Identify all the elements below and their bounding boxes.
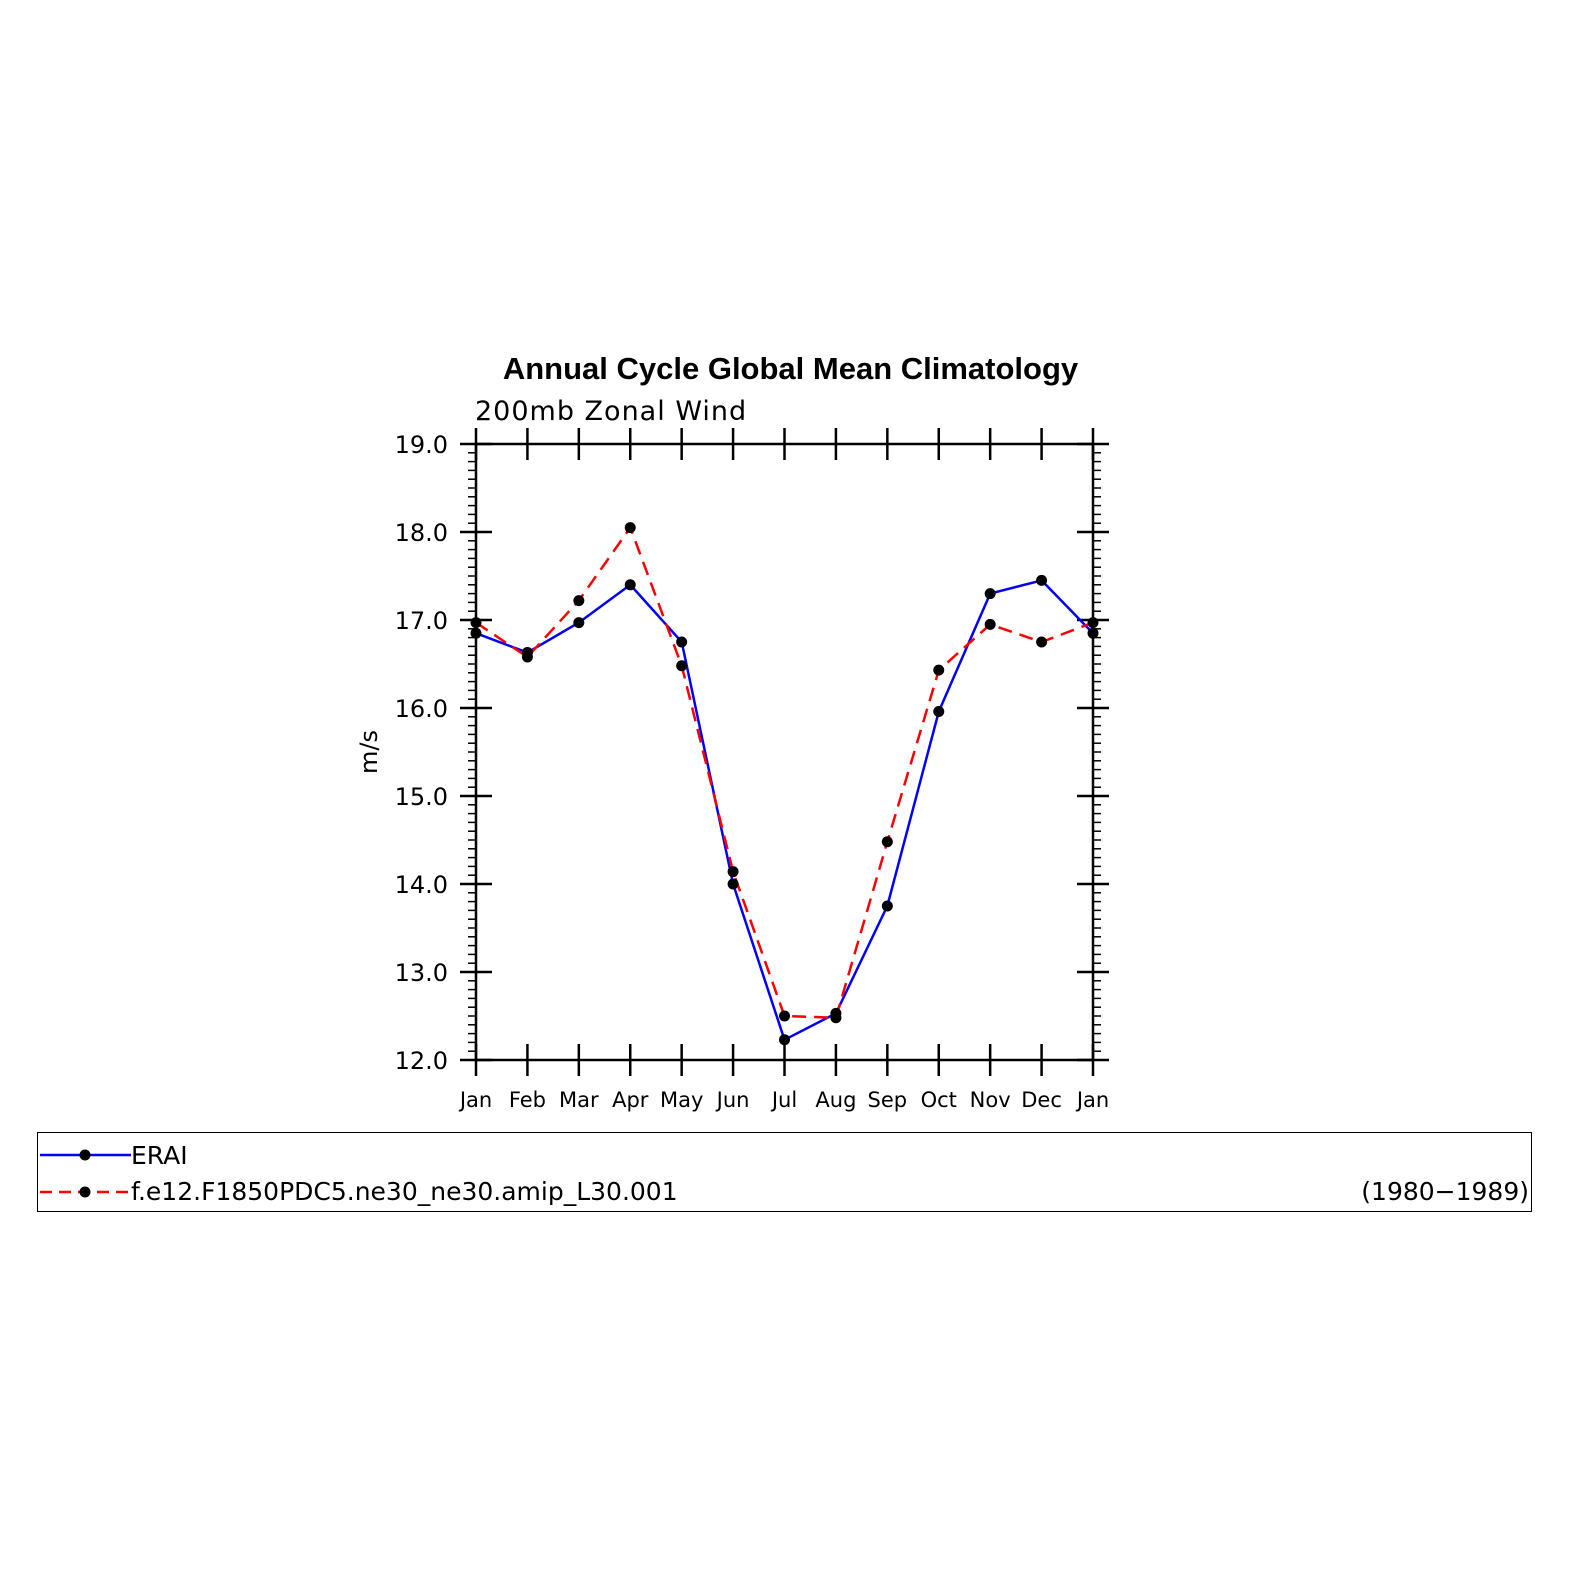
data-point-0-6 xyxy=(779,1034,790,1046)
x-tick-label: Sep xyxy=(868,1088,908,1112)
data-point-1-5 xyxy=(727,866,739,878)
data-point-1-1 xyxy=(521,651,533,663)
data-point-0-5 xyxy=(727,878,739,890)
data-point-0-2 xyxy=(573,617,585,629)
legend-item-model: f.e12.F1850PDC5.ne30_ne30.amip_L30.001 (… xyxy=(38,1173,1531,1213)
axes-layer: 12.0 13.0 14.0 15.0 16.0 17.0 18.0 19.0 Jan Feb Ma… xyxy=(395,428,1109,1112)
legend-swatch-model xyxy=(40,1186,131,1198)
x-tick-label: Mar xyxy=(559,1088,599,1112)
x-tick-label: Apr xyxy=(612,1088,649,1112)
data-point-1-2 xyxy=(573,595,585,607)
x-tick-label: Nov xyxy=(970,1088,1011,1112)
data-point-1-12 xyxy=(1087,617,1099,629)
chart-subtitle: 200mb Zonal Wind xyxy=(475,396,748,427)
y-tick-label: 19.0 xyxy=(395,431,448,459)
x-tick-label: Oct xyxy=(921,1088,957,1112)
data-point-1-6 xyxy=(779,1010,790,1022)
data-point-0-12 xyxy=(1087,627,1099,639)
x-tick-label: Aug xyxy=(815,1088,856,1112)
data-point-1-9 xyxy=(933,664,945,676)
legend-period: (1980−1989) xyxy=(1361,1177,1529,1206)
data-point-1-11 xyxy=(1036,636,1048,648)
x-tick-label: Dec xyxy=(1021,1088,1062,1112)
x-tick-label: Jun xyxy=(715,1088,750,1112)
legend-item-erai: ERAI xyxy=(38,1135,1531,1175)
x-tick-label: Jan xyxy=(458,1088,492,1112)
data-point-0-11 xyxy=(1036,574,1048,586)
chart-title: Annual Cycle Global Mean Climatology xyxy=(502,351,1079,386)
y-tick-label: 15.0 xyxy=(395,783,448,811)
legend-label-erai: ERAI xyxy=(131,1141,188,1170)
data-point-1-10 xyxy=(984,618,996,630)
data-point-1-3 xyxy=(624,522,636,534)
data-point-0-0 xyxy=(470,627,482,639)
x-tick-label: Jan xyxy=(1075,1088,1109,1112)
legend: ERAI f.e12.F1850PDC5.ne30_ne30.amip_L30.… xyxy=(37,1132,1532,1212)
x-tick-label: May xyxy=(660,1088,703,1112)
data-point-0-10 xyxy=(984,588,996,600)
data-point-1-8 xyxy=(881,836,893,848)
y-tick-label: 14.0 xyxy=(395,871,448,899)
plot-frame xyxy=(474,442,1095,1062)
x-tick-label: Feb xyxy=(509,1088,546,1112)
series-layer xyxy=(470,522,1099,1046)
series-line-1 xyxy=(475,526,1094,1020)
legend-label-model: f.e12.F1850PDC5.ne30_ne30.amip_L30.001 xyxy=(131,1177,678,1206)
data-point-0-4 xyxy=(676,636,688,648)
legend-swatch-erai xyxy=(40,1149,131,1161)
series-line-0 xyxy=(475,579,1094,1042)
data-point-0-3 xyxy=(624,579,636,591)
y-tick-label: 13.0 xyxy=(395,959,448,987)
y-tick-label: 16.0 xyxy=(395,695,448,723)
y-tick-label: 12.0 xyxy=(395,1047,448,1075)
data-point-1-0 xyxy=(470,617,482,629)
data-point-0-9 xyxy=(933,706,945,718)
data-point-0-8 xyxy=(881,900,893,912)
x-tick-label: Jul xyxy=(770,1088,797,1112)
y-axis-label: m/s xyxy=(355,730,383,774)
y-tick-label: 17.0 xyxy=(395,607,448,635)
y-tick-label: 18.0 xyxy=(395,519,448,547)
data-point-1-7 xyxy=(830,1012,842,1024)
data-point-1-4 xyxy=(676,660,688,672)
